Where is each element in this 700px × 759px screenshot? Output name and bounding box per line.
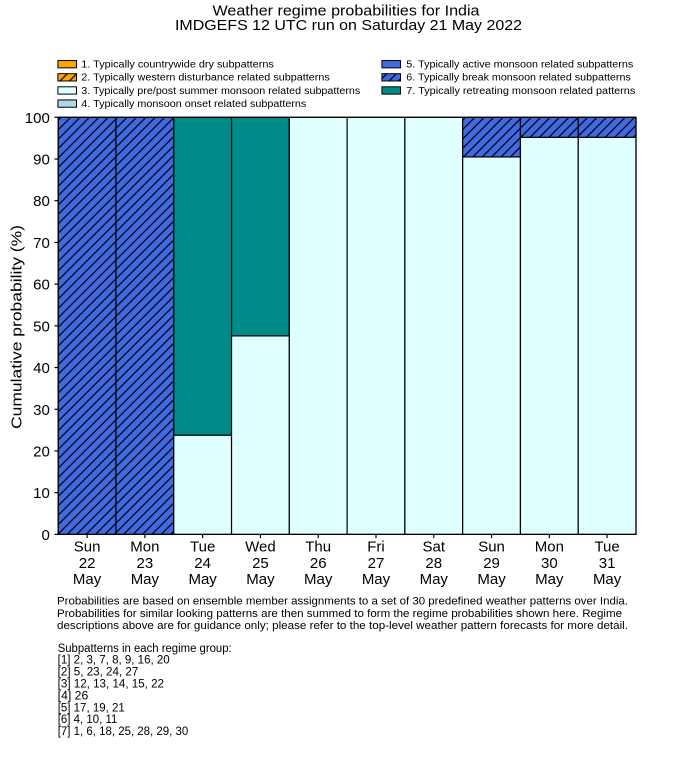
svg-text:Probabilities are based on ens: Probabilities are based on ensemble memb… [57, 596, 628, 608]
svg-text:May: May [131, 571, 160, 588]
svg-text:[4] 26: [4] 26 [58, 690, 89, 702]
svg-text:Sun: Sun [74, 539, 101, 556]
svg-text:10: 10 [33, 485, 50, 502]
svg-text:Sat: Sat [423, 539, 446, 556]
svg-text:70: 70 [33, 235, 50, 252]
svg-text:[1] 2, 3, 7, 8, 9, 16, 20: [1] 2, 3, 7, 8, 9, 16, 20 [58, 655, 170, 667]
svg-text:descriptions above are for gui: descriptions above are for guidance only… [57, 620, 628, 632]
svg-text:24: 24 [194, 555, 211, 572]
svg-text:20: 20 [33, 443, 50, 460]
svg-text:Thu: Thu [305, 539, 331, 556]
svg-text:100: 100 [25, 110, 50, 127]
svg-text:May: May [420, 571, 449, 588]
svg-text:Sun: Sun [478, 539, 505, 556]
svg-text:[2] 5, 23, 24, 27: [2] 5, 23, 24, 27 [58, 667, 139, 679]
svg-text:May: May [593, 571, 622, 588]
svg-text:May: May [73, 571, 102, 588]
svg-text:Fri: Fri [367, 539, 385, 556]
svg-text:29: 29 [483, 555, 500, 572]
svg-text:Cumulative probability (%): Cumulative probability (%) [10, 225, 26, 429]
svg-text:28: 28 [425, 555, 442, 572]
svg-text:7. Typically retreating monsoo: 7. Typically retreating monsoon related … [406, 86, 635, 97]
svg-text:May: May [535, 571, 564, 588]
svg-text:Mon: Mon [535, 539, 564, 556]
svg-text:Probabilities for similar look: Probabilities for similar looking patter… [57, 608, 622, 620]
svg-text:Subpatterns in each regime gro: Subpatterns in each regime group: [58, 643, 232, 655]
svg-text:26: 26 [310, 555, 327, 572]
svg-text:May: May [477, 571, 506, 588]
svg-text:30: 30 [541, 555, 558, 572]
svg-text:23: 23 [137, 555, 154, 572]
svg-text:27: 27 [368, 555, 385, 572]
svg-text:0: 0 [41, 527, 49, 544]
svg-text:4. Typically monsoon onset rel: 4. Typically monsoon onset related subpa… [81, 99, 306, 110]
svg-text:30: 30 [33, 402, 50, 419]
svg-text:[6] 4, 10, 11: [6] 4, 10, 11 [58, 714, 118, 726]
svg-text:May: May [304, 571, 333, 588]
svg-text:May: May [246, 571, 275, 588]
svg-text:1. Typically countrywide dry s: 1. Typically countrywide dry subpatterns [81, 60, 274, 71]
svg-text:31: 31 [599, 555, 616, 572]
svg-text:Wed: Wed [245, 539, 276, 556]
svg-text:22: 22 [79, 555, 96, 572]
svg-text:50: 50 [33, 318, 50, 335]
svg-text:6. Typically break monsoon rel: 6. Typically break monsoon related subpa… [406, 73, 631, 84]
svg-text:[3] 12, 13, 14, 15, 22: [3] 12, 13, 14, 15, 22 [58, 679, 164, 691]
svg-text:25: 25 [252, 555, 269, 572]
svg-text:90: 90 [33, 152, 50, 169]
svg-text:Tue: Tue [594, 539, 619, 556]
svg-text:Tue: Tue [190, 539, 215, 556]
svg-text:3. Typically pre/post summer m: 3. Typically pre/post summer monsoon rel… [81, 86, 360, 97]
svg-text:Weather regime probabilities f: Weather regime probabilities for India [213, 4, 481, 20]
svg-text:40: 40 [33, 360, 50, 377]
svg-text:80: 80 [33, 193, 50, 210]
svg-text:May: May [188, 571, 217, 588]
svg-text:Mon: Mon [130, 539, 159, 556]
svg-text:[7] 1, 6, 18, 25, 28, 29, 30: [7] 1, 6, 18, 25, 28, 29, 30 [58, 726, 189, 738]
svg-text:May: May [362, 571, 391, 588]
svg-text:2. Typically western disturban: 2. Typically western disturbance related… [81, 73, 330, 84]
svg-text:5. Typically active monsoon re: 5. Typically active monsoon related subp… [406, 60, 633, 71]
svg-text:IMDGEFS 12 UTC run on Saturday: IMDGEFS 12 UTC run on Saturday 21 May 20… [175, 18, 522, 34]
svg-text:[5] 17, 19, 21: [5] 17, 19, 21 [58, 702, 125, 714]
svg-text:60: 60 [33, 277, 50, 294]
